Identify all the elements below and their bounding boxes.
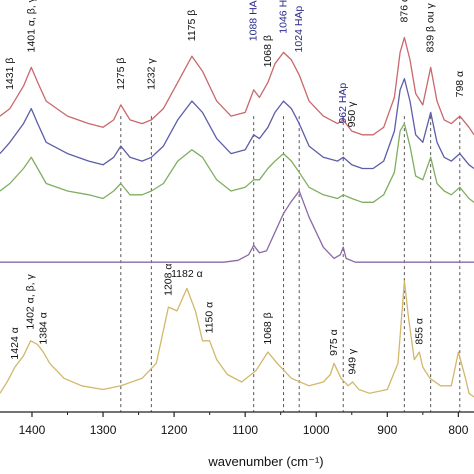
peak-label: 1384 α	[37, 312, 49, 344]
spectrum-series-2	[0, 78, 474, 170]
x-tick-label: 1200	[161, 423, 188, 437]
spectra-series	[0, 36, 474, 398]
x-tick-label: 1000	[303, 423, 330, 437]
peak-label: 1068 β	[262, 312, 274, 344]
peak-label: 876 α	[398, 0, 410, 22]
peak-label: 1175 β	[186, 10, 198, 42]
x-tick-label: 800	[448, 423, 468, 437]
peak-label: 1424 α	[9, 327, 21, 359]
peak-label: 975 α	[328, 329, 340, 356]
peak-label: 1431 β	[4, 58, 16, 90]
peak-label: 1401 α, β, γ	[25, 0, 37, 52]
peak-label: 1208 α	[162, 264, 174, 296]
peak-label: 798 α	[454, 71, 466, 98]
spectrum-series-4	[0, 190, 474, 263]
peak-label: 855 α	[413, 318, 425, 345]
peak-label: 1046 HAp	[278, 0, 290, 34]
x-tick-label: 1300	[90, 423, 117, 437]
x-tick-label: 1400	[19, 423, 46, 437]
spectrum-series-3	[0, 122, 474, 203]
peak-annotations: 1431 β 1401 α, β, γ 1275 β 1232 γ 1175 β 1088…	[4, 0, 466, 375]
reference-lines	[120, 116, 461, 412]
peak-label: 1182 α	[171, 268, 203, 280]
peak-label: 1402 α, β, γ	[25, 274, 37, 330]
x-axis-label: wavenumber (cm⁻¹)	[207, 454, 323, 469]
peak-label: 950 γ	[346, 101, 358, 127]
peak-label: 1150 α	[204, 302, 216, 334]
x-tick-label: 900	[377, 423, 397, 437]
spectrum-series-1	[0, 36, 474, 136]
peak-label: 1024 HAp	[293, 6, 305, 53]
peak-label: 1068 β	[262, 35, 274, 67]
x-axis: 1400 1300 1200 1100 1000 900 800	[0, 411, 474, 437]
peak-label: 1088 HAp	[248, 0, 260, 41]
peak-label: 962 HAp	[337, 83, 349, 124]
peak-label: 1232 γ	[145, 58, 157, 90]
peak-label: 1275 β	[115, 58, 127, 90]
peak-label: 949 γ	[346, 348, 358, 374]
x-tick-label: 1100	[232, 423, 258, 437]
spectrum-series-5	[0, 280, 474, 398]
peak-label: 839 β ou γ	[425, 2, 437, 52]
